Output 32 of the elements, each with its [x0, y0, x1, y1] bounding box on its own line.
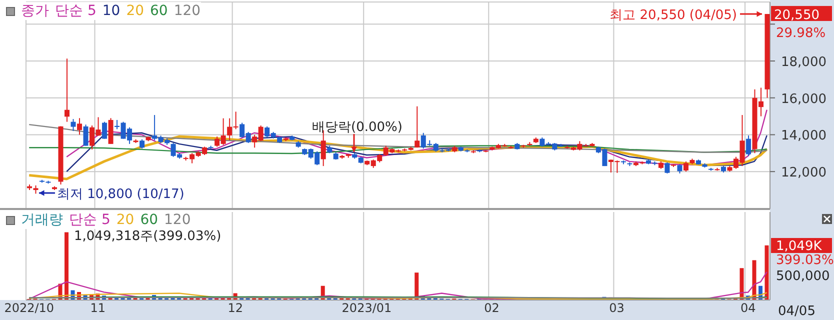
x-tick-label: 02 [484, 301, 500, 315]
text: 120 [164, 212, 191, 228]
y-tick-label: 12,000 [781, 166, 826, 181]
text: 04/05 [778, 304, 816, 319]
text: 60 [140, 212, 158, 228]
text: 20 [116, 212, 134, 228]
y-tick-label: 14,000 [781, 128, 826, 144]
y-tick-label: 16,000 [781, 92, 826, 107]
text: 20,550 [774, 8, 820, 23]
legend-title: 종가 [21, 2, 49, 20]
x-tick-label: 04 [740, 301, 756, 315]
text: 399.03% [776, 253, 834, 268]
text: 단순 5 [55, 2, 96, 20]
text: 29.98% [776, 26, 826, 41]
x-tick-label: 2023/01 [342, 301, 392, 315]
x-tick-label: 12 [228, 301, 244, 315]
annotation: 최고 20,550 (04/05) [610, 8, 737, 23]
text: 1,049K [776, 239, 822, 254]
y-tick-label: 18,000 [781, 54, 826, 70]
annotation: 최저 10,800 (10/17) [57, 187, 184, 202]
annotation: 배당락(0.00%) [312, 120, 402, 135]
x-tick-label: 11 [90, 301, 106, 315]
text: 10 [102, 3, 120, 19]
text: 120 [174, 3, 201, 19]
text: 단순 5 [69, 211, 110, 229]
legend-title: 거래량 [21, 211, 63, 229]
x-tick-label: 03 [609, 301, 624, 315]
text: 20 [126, 3, 144, 19]
text: 60 [150, 3, 168, 19]
text: 500,000 [776, 269, 830, 284]
x-tick-label: 2022/10 [4, 301, 54, 315]
annotation: 1,049,318주(399.03%) [74, 229, 222, 244]
